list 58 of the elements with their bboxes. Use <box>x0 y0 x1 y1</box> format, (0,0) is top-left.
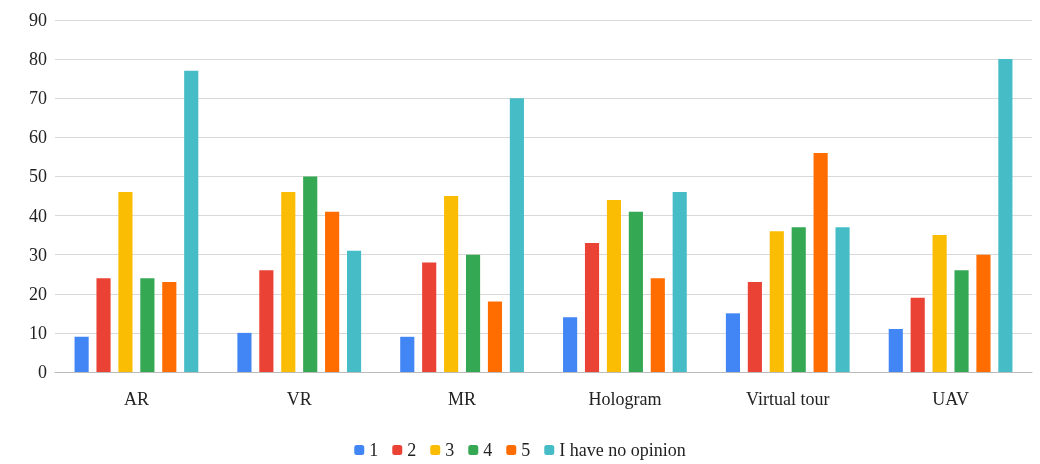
bar <box>96 278 111 372</box>
bar <box>325 211 340 372</box>
x-tick-label: UAV <box>932 389 969 409</box>
bar <box>487 301 503 372</box>
bar <box>954 270 969 372</box>
y-tick-label: 80 <box>29 49 47 70</box>
y-tick-label: 0 <box>38 362 47 382</box>
bar <box>563 317 578 372</box>
bar <box>650 278 665 372</box>
bar <box>769 231 784 372</box>
bar <box>237 332 252 372</box>
bar <box>791 227 806 372</box>
bar <box>835 227 850 372</box>
x-tick-label: MR <box>448 389 477 409</box>
bar <box>162 282 177 372</box>
bar <box>140 278 155 372</box>
bar <box>303 176 318 372</box>
y-tick-label: 20 <box>29 283 47 304</box>
y-tick-label: 90 <box>29 10 47 30</box>
bar <box>346 250 362 372</box>
bar <box>422 262 437 372</box>
bar <box>509 98 524 372</box>
bar <box>281 192 296 372</box>
bar <box>444 196 459 372</box>
y-tick-label: 50 <box>29 166 47 187</box>
bar <box>606 199 622 372</box>
bar <box>672 192 687 372</box>
y-tick-label: 70 <box>29 88 47 109</box>
bar <box>998 59 1013 372</box>
bar <box>184 70 199 372</box>
bar <box>888 328 903 372</box>
x-tick-label: VR <box>286 389 312 409</box>
bar <box>118 192 133 372</box>
bar <box>584 242 600 372</box>
bar <box>628 211 643 372</box>
legend-label: 1 <box>369 440 379 460</box>
bar <box>725 313 741 372</box>
bar <box>465 254 481 372</box>
legend-label: 2 <box>407 440 417 460</box>
bar <box>259 270 274 372</box>
bar <box>932 235 947 372</box>
y-tick-label: 40 <box>29 205 47 226</box>
bar <box>747 282 762 372</box>
bar <box>74 336 89 372</box>
legend-label: 4 <box>483 440 493 460</box>
legend-label: 3 <box>445 440 455 460</box>
bar <box>400 336 415 372</box>
x-tick-label: Virtual tour <box>746 389 830 409</box>
x-tick-label: Hologram <box>588 389 662 409</box>
bar <box>813 152 828 372</box>
legend-label: I have no opinion <box>559 440 686 460</box>
legend-label: 5 <box>521 440 531 460</box>
y-tick-label: 30 <box>29 244 47 265</box>
x-tick-label: AR <box>123 389 149 409</box>
y-tick-label: 10 <box>29 322 47 343</box>
bar <box>910 297 925 372</box>
bar <box>976 254 991 372</box>
y-tick-label: 60 <box>29 127 47 148</box>
